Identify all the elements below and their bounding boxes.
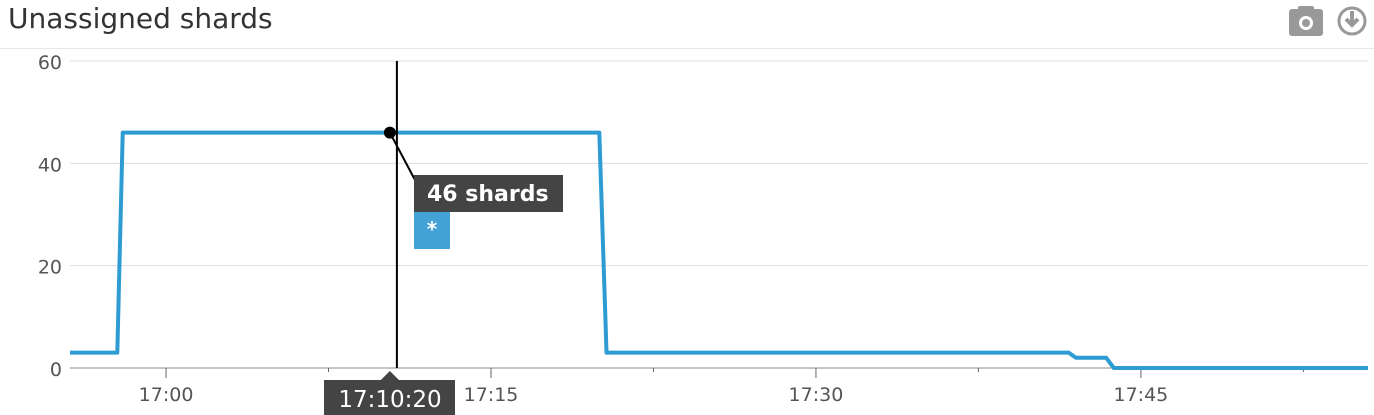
x-tick-label: 17:00 — [139, 384, 194, 406]
series-tag — [414, 212, 450, 249]
tooltip-value: 46 shards — [427, 182, 549, 207]
x-tick-label: 17:30 — [789, 384, 844, 406]
y-tick-label: 60 — [38, 52, 62, 74]
series-line — [70, 130, 1368, 370]
series-tag-label: * — [427, 217, 438, 241]
y-tick-label: 0 — [50, 359, 62, 381]
x-tick-label: 17:45 — [1114, 384, 1169, 406]
widget-title: Unassigned shards — [8, 2, 273, 35]
download-icon[interactable] — [1336, 5, 1368, 37]
y-tick-label: 40 — [38, 154, 62, 176]
time-tooltip-label: 17:10:20 — [338, 387, 441, 413]
x-tick-label: 17:15 — [464, 384, 519, 406]
time-tooltip-pointer — [379, 371, 400, 381]
camera-icon[interactable] — [1288, 5, 1324, 37]
header-divider — [0, 48, 1374, 49]
hover-point — [383, 126, 396, 139]
tooltip-leader — [389, 132, 416, 181]
time-tooltip-box — [324, 380, 455, 415]
tooltip-box — [414, 175, 563, 212]
y-tick-label: 20 — [38, 257, 62, 279]
